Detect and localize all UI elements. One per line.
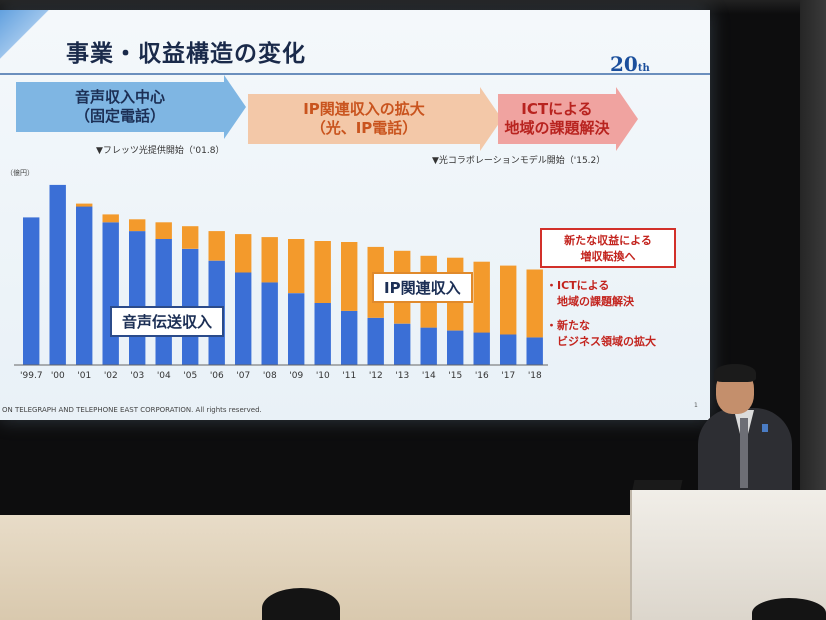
- logo-number: 20: [610, 52, 638, 76]
- voice-revenue-label: 音声伝送収入: [110, 306, 225, 337]
- bar-voice-19: [526, 337, 543, 365]
- bar-voice-1: [49, 184, 66, 365]
- x-tick-label: '07: [236, 371, 250, 381]
- audience-head: [752, 598, 826, 620]
- x-tick-label: '18: [528, 371, 542, 381]
- ip-revenue-label: IP関連収入: [372, 272, 473, 303]
- revenue-chart: '99.7 '00 '01 '02 '03 '04 '05 '06 '07 '08 '09 '10 '1…: [0, 160, 710, 390]
- slide-title: 事業・収益構造の変化: [66, 41, 306, 67]
- x-tick-label: '11: [342, 371, 356, 381]
- bar-ip-5: [155, 222, 172, 239]
- bar-ip-2: [76, 203, 93, 207]
- milestone-flets: ▼フレッツ光提供開始（'01.8）: [96, 146, 225, 156]
- bar-ip-6: [182, 226, 199, 249]
- speaker-tie: [740, 418, 748, 488]
- presentation-slide: 事業・収益構造の変化 20th 音声収入中心 （固定電話） IP関連収入の拡大 …: [0, 10, 710, 420]
- bar-voice-14: [394, 323, 411, 365]
- x-tick-label: '01: [77, 371, 91, 381]
- bar-voice-4: [129, 231, 146, 365]
- bar-voice-11: [314, 303, 331, 365]
- voice-era-arrow: 音声収入中心 （固定電話）: [16, 75, 246, 139]
- revenue-chart-svg: '99.7 '00 '01 '02 '03 '04 '05 '06 '07 '08 '09 '10 '1…: [14, 184, 548, 381]
- speaker-badge: [762, 424, 768, 432]
- bar-voice-3: [102, 222, 119, 365]
- x-tick-label: '02: [104, 371, 118, 381]
- copyright-notice: ON TELEGRAPH AND TELEPHONE EAST CORPORAT…: [2, 406, 262, 414]
- new-revenue-box: 新たな収益による 増収転換へ: [540, 228, 676, 268]
- ip-era-arrow: IP関連収入の拡大 （光、IP電話）: [248, 87, 502, 151]
- x-tick-label: '12: [369, 371, 383, 381]
- x-tick-label: '08: [263, 371, 277, 381]
- bar-voice-8: [235, 272, 252, 365]
- bar-voice-5: [155, 239, 172, 365]
- bar-ip-17: [473, 261, 490, 333]
- bar-ip-18: [500, 265, 517, 335]
- x-tick-label: '09: [289, 371, 303, 381]
- corner-stripe-decoration: [0, 10, 50, 60]
- x-tick-label: '04: [157, 371, 171, 381]
- logo-suffix: th: [637, 63, 650, 74]
- page-number: 1: [694, 402, 698, 409]
- title-underline: [0, 73, 710, 75]
- bar-voice-17: [473, 332, 490, 365]
- x-tick-label: '03: [130, 371, 144, 381]
- x-tick-label: '14: [422, 371, 436, 381]
- bar-voice-10: [288, 293, 305, 365]
- bar-voice-16: [447, 330, 464, 365]
- ict-era-arrow: ICTによる 地域の課題解決: [498, 87, 638, 151]
- speaker-hair: [714, 364, 756, 382]
- voice-era-label: 音声収入中心 （固定電話）: [74, 88, 165, 125]
- x-tick-label: '16: [475, 371, 489, 381]
- speaker: [690, 360, 820, 500]
- x-tick-label: '00: [51, 371, 65, 381]
- bar-ip-10: [288, 239, 305, 294]
- milestone-collab: ▼光コラボレーションモデル開始（'15.2）: [432, 156, 606, 166]
- ip-era-label: IP関連収入の拡大 （光、IP電話）: [303, 100, 425, 137]
- bullet-ict: ・ICTによる 地域の課題解決: [546, 279, 634, 308]
- bar-voice-12: [341, 310, 358, 365]
- audience-head: [262, 588, 340, 620]
- x-tick-label: '06: [210, 371, 224, 381]
- bar-voice-15: [420, 327, 437, 365]
- x-tick-label: '10: [316, 371, 330, 381]
- bar-ip-7: [208, 231, 225, 261]
- ict-era-label: ICTによる 地域の課題解決: [504, 100, 610, 137]
- bar-voice-18: [500, 334, 517, 365]
- bar-ip-9: [261, 237, 278, 283]
- bar-ip-3: [102, 214, 119, 223]
- stage-pillar: [800, 0, 826, 520]
- bar-voice-13: [367, 317, 384, 365]
- bar-voice-2: [76, 206, 93, 365]
- x-tick-label: '99.7: [20, 371, 43, 381]
- bar-ip-19: [526, 269, 543, 338]
- x-tick-label: '17: [501, 371, 515, 381]
- anniversary-logo: 20th: [610, 52, 658, 82]
- x-tick-label: '05: [183, 371, 197, 381]
- bar-ip-8: [235, 234, 252, 273]
- x-tick-label: '15: [448, 371, 462, 381]
- bar-voice-0: [23, 217, 40, 365]
- bar-ip-11: [314, 241, 331, 303]
- x-tick-label: '13: [395, 371, 409, 381]
- bar-ip-4: [129, 219, 146, 232]
- y-axis-unit: （億円）: [6, 169, 34, 177]
- bullet-new-business: ・新たな ビジネス領域の拡大: [546, 319, 656, 348]
- bar-voice-9: [261, 282, 278, 365]
- bar-ip-12: [341, 242, 358, 311]
